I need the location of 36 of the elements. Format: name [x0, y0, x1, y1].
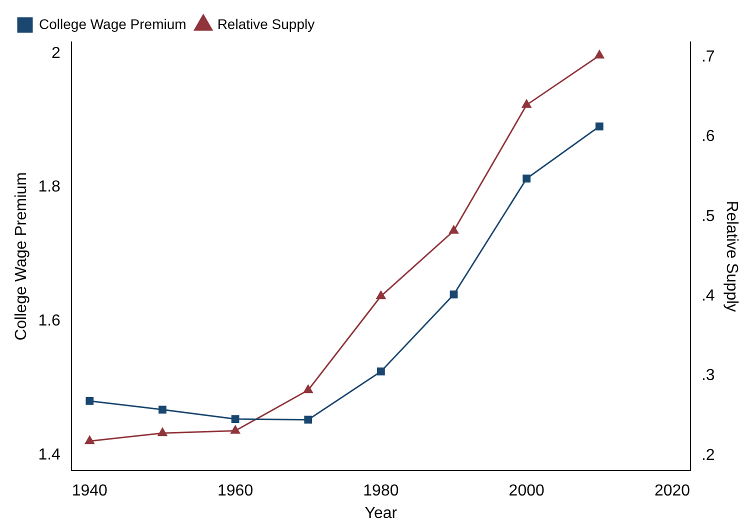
point [450, 290, 458, 298]
y2-tick-label: .5 [701, 208, 715, 225]
y2-tick-label: .4 [701, 288, 715, 305]
point [230, 426, 240, 434]
point [449, 226, 458, 234]
y2-axis-title: Relative Supply [722, 200, 740, 312]
legend-label: Relative Supply [217, 16, 315, 32]
point [594, 50, 604, 59]
point [303, 384, 313, 394]
point [85, 436, 94, 444]
point [304, 416, 312, 424]
x-tick-label: 1960 [218, 482, 254, 500]
y-tick-label: 1.4 [38, 446, 61, 464]
x-axis-title: Year [364, 504, 398, 522]
point [231, 415, 240, 423]
y2-tick-label: .6 [701, 128, 715, 146]
point [522, 100, 532, 108]
point [158, 406, 166, 414]
legend-label: College Wage Premium [39, 16, 186, 32]
y-axis-title: College Wage Premium [13, 172, 30, 340]
point [522, 174, 531, 183]
x-tick-label: 2020 [654, 482, 690, 500]
y-tick-label: 1.6 [38, 312, 61, 330]
y-tick-label: 2 [52, 44, 61, 62]
y-tick-label: 1.8 [38, 178, 61, 196]
point [595, 122, 604, 130]
y2-tick-label: .7 [701, 48, 715, 66]
point [86, 397, 94, 405]
point [377, 368, 385, 376]
point [158, 428, 168, 436]
x-tick-label: 2000 [508, 482, 544, 500]
x-tick-label: 1980 [363, 482, 399, 500]
y2-tick-label: .3 [701, 367, 715, 384]
y2-tick-label: .2 [701, 446, 715, 464]
x-tick-label: 1940 [72, 482, 108, 500]
point [376, 290, 386, 300]
